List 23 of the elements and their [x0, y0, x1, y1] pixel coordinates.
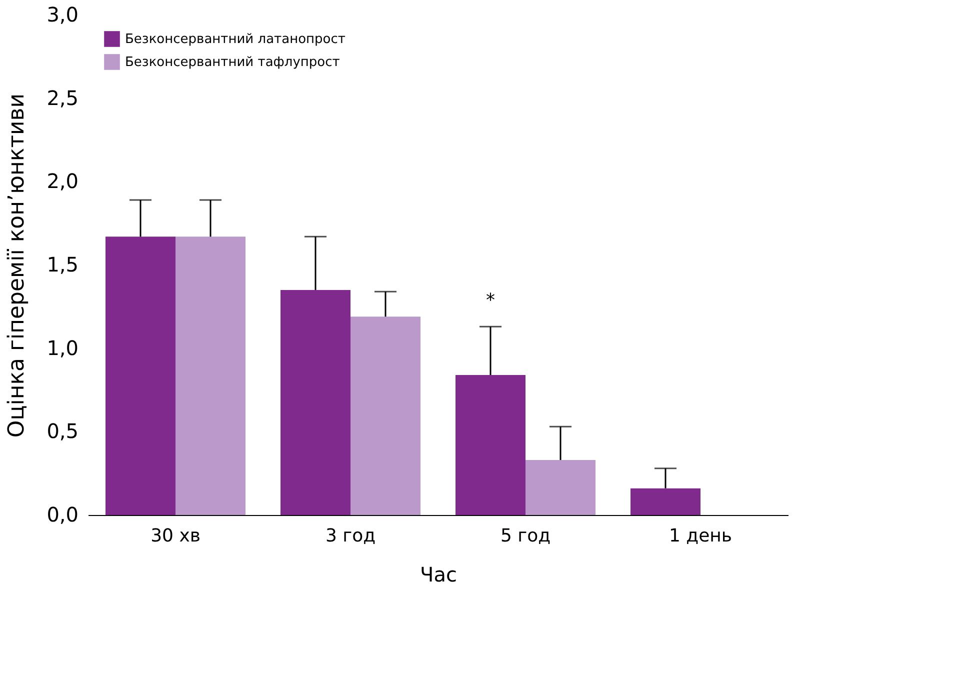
y-tick-label: 0,0: [46, 502, 78, 526]
bar: [526, 460, 596, 515]
x-axis-title: Час: [420, 562, 457, 586]
bar: [106, 236, 176, 515]
y-axis-title: Оцінка гіперемії кон’юнктиви: [4, 93, 30, 438]
annotation: *: [486, 290, 495, 311]
x-tick-label: 1 день: [668, 526, 732, 546]
x-tick-label: 5 год: [500, 526, 551, 546]
bar: [176, 236, 246, 515]
bar: [280, 290, 350, 515]
legend-label: Безконсервантний латанопрост: [125, 32, 346, 47]
y-tick-label: 0,5: [46, 419, 78, 444]
bar: [456, 375, 526, 515]
y-tick-label: 2,5: [46, 86, 78, 110]
y-tick-label: 3,0: [46, 2, 78, 26]
x-tick-label: 3 год: [325, 526, 376, 546]
y-tick-label: 1,0: [46, 336, 78, 360]
y-tick-label: 2,0: [46, 169, 78, 194]
y-tick-label: 1,5: [46, 252, 78, 276]
bar: [350, 316, 420, 515]
legend-label: Безконсервантний тафлупрост: [125, 55, 340, 70]
x-tick-label: 30 хв: [150, 526, 200, 546]
bar: [630, 488, 700, 515]
